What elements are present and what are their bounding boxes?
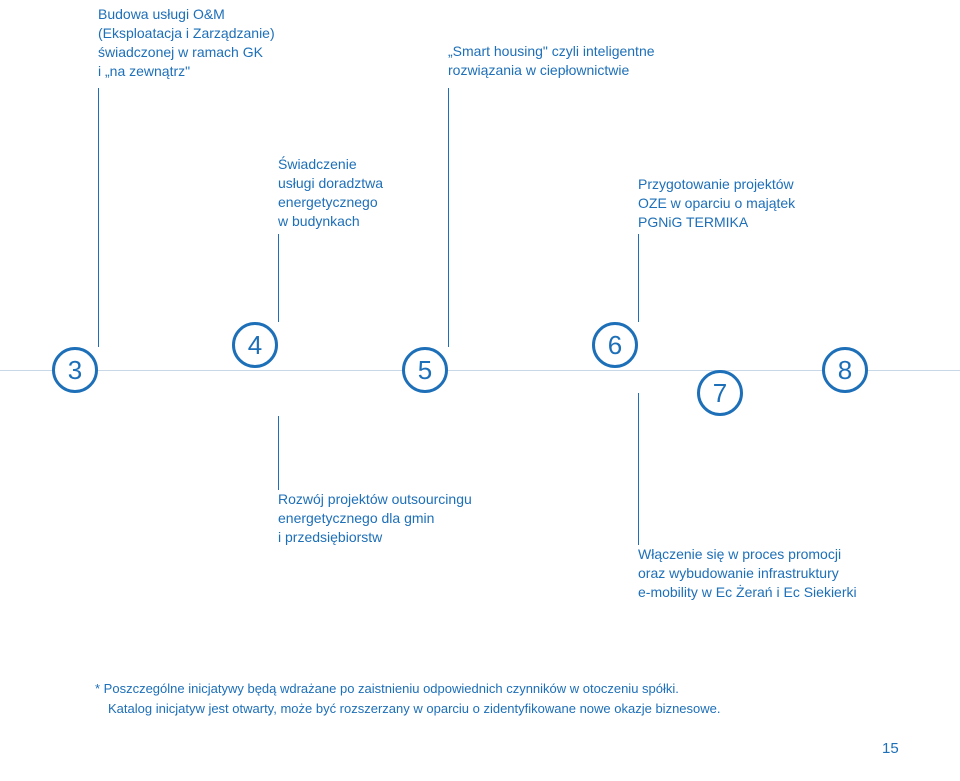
timeline-node-6: 6 — [592, 322, 638, 368]
lbl-emobility: Włączenie się w proces promocjioraz wybu… — [638, 545, 857, 602]
timeline-axis — [0, 370, 960, 371]
page-number: 15 — [882, 740, 899, 757]
lbl-smart: „Smart housing" czyli inteligentnerozwią… — [448, 42, 655, 80]
connector-lbl-oze — [638, 234, 639, 322]
timeline-node-8: 8 — [822, 347, 868, 393]
lbl-om: Budowa usługi O&M(Eksploatacja i Zarządz… — [98, 5, 275, 81]
connector-lbl-om — [98, 88, 99, 347]
foot2: Katalog inicjatyw jest otwarty, może być… — [108, 700, 721, 718]
connector-lbl-doradztwo — [278, 234, 279, 322]
foot1: * Poszczególne inicjatywy będą wdrażane … — [95, 680, 679, 698]
lbl-oze: Przygotowanie projektówOZE w oparciu o m… — [638, 175, 795, 232]
timeline-node-7: 7 — [697, 370, 743, 416]
connector-lbl-smart — [448, 88, 449, 347]
timeline-node-5: 5 — [402, 347, 448, 393]
lbl-outsourcing: Rozwój projektów outsourcinguenergetyczn… — [278, 490, 472, 547]
connector-lbl-emobility — [638, 393, 639, 545]
timeline-node-3: 3 — [52, 347, 98, 393]
timeline-node-4: 4 — [232, 322, 278, 368]
connector-lbl-outsourcing — [278, 416, 279, 490]
lbl-doradztwo: Świadczenieusługi doradztwaenergetyczneg… — [278, 155, 383, 231]
